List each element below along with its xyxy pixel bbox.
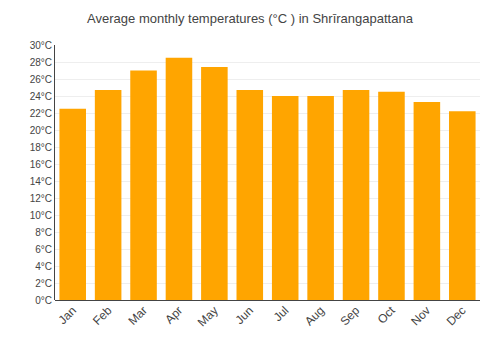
svg-text:May: May — [195, 303, 221, 329]
svg-text:Jun: Jun — [233, 303, 257, 327]
svg-text:Feb: Feb — [90, 303, 115, 328]
svg-text:10°C: 10°C — [30, 210, 52, 221]
svg-text:0°C: 0°C — [35, 295, 52, 306]
svg-text:8°C: 8°C — [35, 227, 52, 238]
svg-text:14°C: 14°C — [30, 176, 52, 187]
svg-text:Sep: Sep — [337, 303, 362, 328]
svg-text:22°C: 22°C — [30, 108, 52, 119]
svg-text:18°C: 18°C — [30, 142, 52, 153]
svg-text:Apr: Apr — [162, 303, 185, 326]
svg-text:Jul: Jul — [271, 303, 292, 324]
svg-text:Oct: Oct — [375, 303, 399, 327]
svg-text:4°C: 4°C — [35, 261, 52, 272]
svg-text:Aug: Aug — [302, 303, 327, 328]
svg-text:28°C: 28°C — [30, 57, 52, 68]
svg-text:Mar: Mar — [125, 303, 150, 328]
svg-text:24°C: 24°C — [30, 91, 52, 102]
svg-text:16°C: 16°C — [30, 159, 52, 170]
svg-text:6°C: 6°C — [35, 244, 52, 255]
svg-text:12°C: 12°C — [30, 193, 52, 204]
svg-text:Jan: Jan — [55, 303, 79, 327]
svg-text:Dec: Dec — [444, 303, 469, 328]
svg-text:2°C: 2°C — [35, 278, 52, 289]
svg-text:30°C: 30°C — [30, 40, 52, 51]
svg-text:Nov: Nov — [408, 303, 433, 328]
svg-text:Average monthly temperatures (: Average monthly temperatures (°C ) in Sh… — [87, 11, 414, 26]
svg-text:20°C: 20°C — [30, 125, 52, 136]
svg-text:26°C: 26°C — [30, 74, 52, 85]
